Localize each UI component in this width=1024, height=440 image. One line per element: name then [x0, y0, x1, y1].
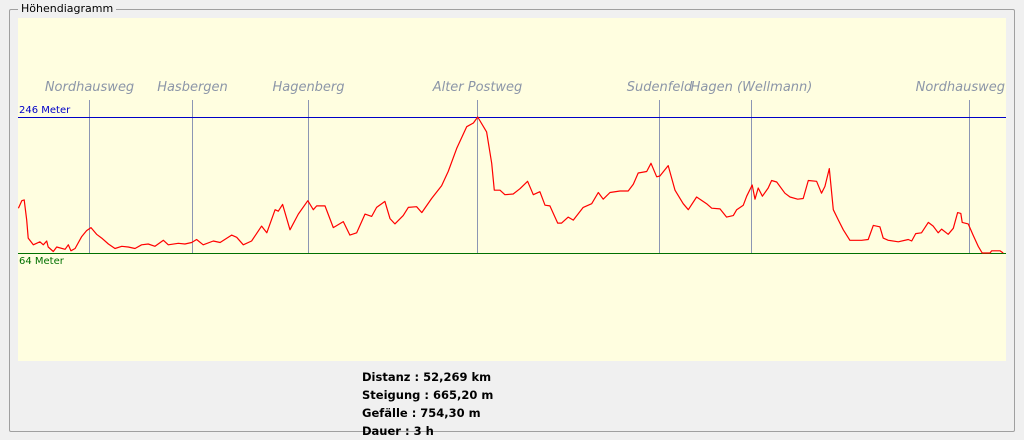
- waypoint-label: Sudenfeld: [627, 80, 693, 95]
- plot-background: [18, 18, 1006, 361]
- duration-text: Dauer : 3 h: [362, 424, 434, 438]
- waypoint-label: Hagen (Wellmann): [691, 80, 813, 95]
- min-elevation-label: 64 Meter: [19, 256, 65, 267]
- waypoint-label: Hasbergen: [157, 80, 228, 95]
- elevation-profile-line: [17, 116, 1004, 254]
- ascent-text: Steigung : 665,20 m: [362, 388, 494, 402]
- route-stats: Distanz : 52,269 km Steigung : 665,20 m …: [362, 368, 493, 440]
- distance-text: Distanz : 52,269 km: [362, 370, 492, 384]
- waypoint-label: Hagenberg: [272, 80, 344, 95]
- max-elevation-label: 246 Meter: [19, 105, 71, 116]
- groupbox-title: Höhendiagramm: [18, 2, 117, 15]
- elevation-groupbox: [9, 9, 1015, 432]
- descent-text: Gefälle : 754,30 m: [362, 406, 481, 420]
- waypoint-label: Nordhausweg: [45, 80, 134, 95]
- waypoint-label: Alter Postweg: [432, 80, 523, 95]
- waypoint-label: Nordhausweg: [916, 80, 1005, 95]
